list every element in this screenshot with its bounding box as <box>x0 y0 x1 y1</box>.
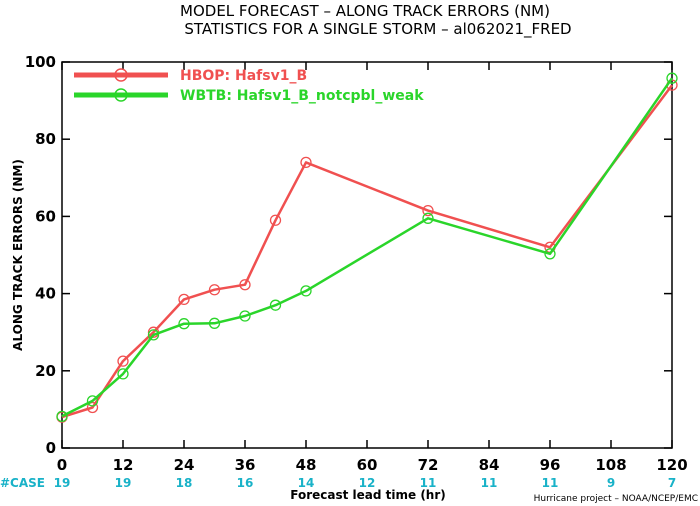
series-point-1 <box>239 310 251 322</box>
series-line-1 <box>61 77 674 418</box>
series-point-0 <box>86 401 99 414</box>
series-point-1 <box>269 299 282 311</box>
case-count: 19 <box>54 476 71 490</box>
y-axis-ticks: 0 20 40 60 80 100 <box>25 53 672 457</box>
series-point-0 <box>269 214 282 226</box>
chart-subtitle: STATISTICS FOR A SINGLE STORM – al062021… <box>184 20 571 39</box>
case-count: 14 <box>298 476 315 490</box>
x-axis-label: Forecast lead time (hr) <box>290 488 446 502</box>
case-row-label: #CASE <box>0 476 45 490</box>
series-point-0 <box>239 279 251 291</box>
case-count: 11 <box>542 476 559 490</box>
series-point-1 <box>56 410 68 422</box>
x-tick-label: 60 <box>357 456 378 474</box>
case-count: 19 <box>115 476 132 490</box>
series-point-1 <box>147 329 160 341</box>
series-point-0 <box>117 355 129 367</box>
y-tick-label: 0 <box>46 439 56 457</box>
y-tick-label: 100 <box>25 53 56 71</box>
case-count: 7 <box>668 476 676 490</box>
case-count: 16 <box>237 476 254 490</box>
legend-marker-1 <box>114 88 128 102</box>
case-count: 9 <box>607 476 615 490</box>
x-tick-label: 12 <box>113 456 134 474</box>
series-point-1 <box>208 317 221 329</box>
series-point-0 <box>208 284 221 296</box>
x-tick-label: 96 <box>540 456 561 474</box>
y-tick-label: 60 <box>35 207 56 225</box>
x-tick-label: 48 <box>296 456 317 474</box>
x-tick-label: 84 <box>479 456 500 474</box>
series-point-0 <box>422 204 434 217</box>
series-point-1 <box>666 72 678 84</box>
series-point-1 <box>178 318 190 330</box>
series-point-1 <box>117 368 129 380</box>
case-count: 12 <box>359 476 376 490</box>
x-tick-label: 0 <box>57 456 67 474</box>
x-tick-label: 36 <box>235 456 256 474</box>
legend-marker-0 <box>114 68 128 82</box>
series-point-1 <box>422 212 434 224</box>
case-count: 11 <box>481 476 498 490</box>
case-count-row: 19 19 18 16 14 12 11 11 11 9 7 <box>54 476 677 490</box>
legend: HBOP: Hafsv1_B WBTB: Hafsv1_B_notcpbl_wea… <box>74 68 424 104</box>
x-tick-label: 72 <box>418 456 439 474</box>
series-line-0 <box>61 84 673 419</box>
x-tick-label: 108 <box>595 456 626 474</box>
series-point-1 <box>544 248 556 260</box>
case-count: 18 <box>176 476 193 490</box>
legend-label-1: WBTB: Hafsv1_B_notcpbl_weak <box>180 88 424 104</box>
chart-title: MODEL FORECAST – ALONG TRACK ERRORS (NM) <box>180 2 550 20</box>
series-point-1 <box>86 395 99 407</box>
y-tick-label: 40 <box>35 285 56 303</box>
y-tick-label: 80 <box>35 130 56 148</box>
y-axis-label: ALONG TRACK ERRORS (NM) <box>11 159 25 351</box>
x-axis-ticks: 0 12 24 36 48 60 72 84 96 108 120 <box>57 62 688 474</box>
legend-label-0: HBOP: Hafsv1_B <box>180 68 307 84</box>
series-point-0 <box>178 293 190 306</box>
series-point-0 <box>300 156 312 169</box>
x-tick-label: 24 <box>174 456 195 474</box>
credit-text: Hurricane project – NOAA/NCEP/EMC <box>534 494 698 504</box>
series-point-1 <box>300 285 312 297</box>
case-count: 11 <box>420 476 437 490</box>
y-tick-label: 20 <box>35 362 56 380</box>
series-layer <box>56 72 678 423</box>
x-tick-label: 120 <box>656 456 687 474</box>
